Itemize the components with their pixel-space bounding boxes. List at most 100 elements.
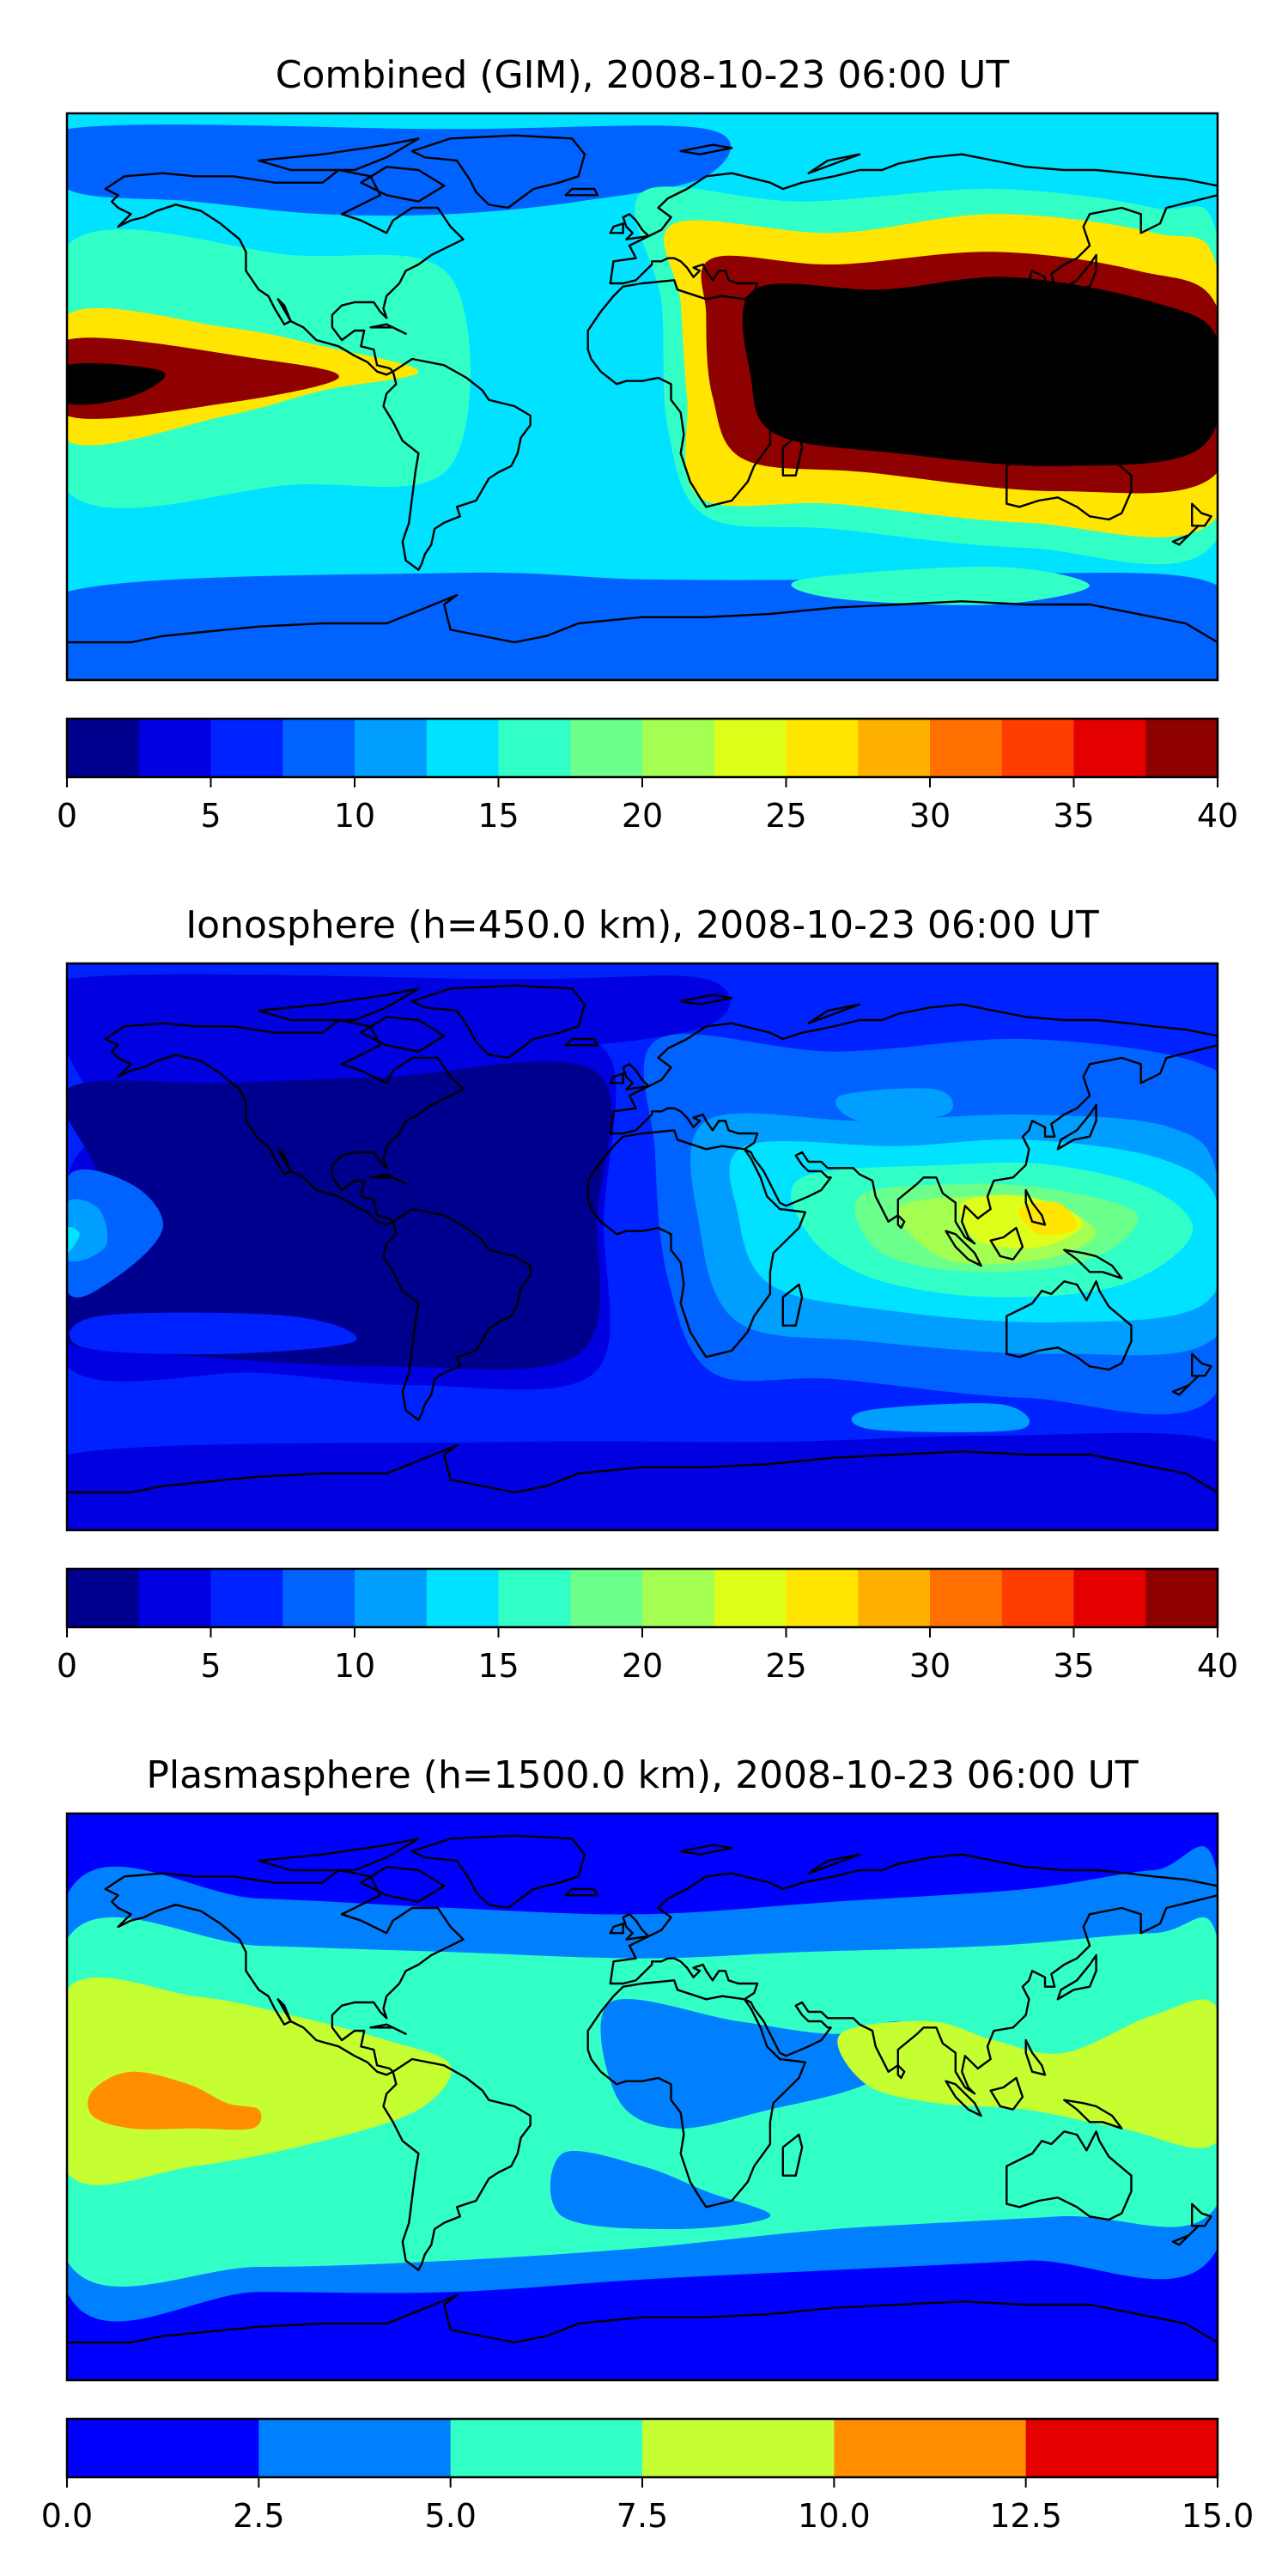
coastline-novaya-zemlya (807, 1003, 861, 1024)
colorbar-tick-label: 15 (477, 797, 519, 835)
colorbar-ionosphere: 0 5 10 15 20 25 30 35 40 (57, 1567, 1238, 1685)
coastline-novaya-zemlya (807, 153, 861, 174)
coastline-antarctica (67, 1443, 1218, 1530)
coastline-south-america (382, 2057, 532, 2271)
colorbar-tick-label: 15.0 (1182, 2497, 1255, 2535)
map-plasmasphere (65, 1812, 1219, 2382)
coastline-borneo (989, 1226, 1024, 1261)
colorbar-swatch-6 (498, 1569, 571, 1627)
coastline-sri-lanka (896, 364, 906, 380)
colorbar-swatch-13 (1001, 1569, 1074, 1627)
colorbar-tick-label: 25 (765, 1647, 806, 1685)
colorbar-combined: 0 5 10 15 20 25 30 35 40 (57, 717, 1238, 835)
colorbar-plasmasphere: 0.0 2.5 5.0 7.5 10.0 12.5 15.0 (41, 2417, 1255, 2535)
contour-band-5 (837, 1999, 1218, 2148)
colorbar-tick-label: 30 (909, 797, 951, 835)
colorbar-tick-label: 10 (334, 1647, 375, 1685)
colorbar-tick-label: 20 (622, 1647, 663, 1685)
colorbar-swatch-15 (1145, 1569, 1218, 1627)
coastline-africa (586, 1979, 806, 2208)
colorbar-tick-label: 40 (1197, 797, 1238, 835)
contour-band-4 (69, 1312, 357, 1355)
colorbar-swatch-3 (283, 719, 355, 777)
panel-title-combined: Combined (GIM), 2008-10-23 06:00 UT (276, 53, 1010, 97)
contour-band-2 (67, 974, 731, 1059)
coastline-arctic-archipelago (258, 987, 420, 1022)
coastline-philippines (1024, 338, 1047, 376)
contour-band-7 (67, 1226, 80, 1254)
colorbar-swatch-5 (1025, 2419, 1218, 2477)
colorbar-swatch-14 (1073, 719, 1146, 777)
colorbar-tick-label: 20 (622, 797, 663, 835)
colorbar-swatch-8 (642, 1569, 715, 1627)
coastline-iceland (564, 187, 599, 197)
colorbar-swatch-0 (67, 2419, 259, 2477)
colorbar-tick-label: 10 (334, 797, 375, 835)
colorbar-tick-label: 0.0 (41, 2497, 93, 2535)
coastline-eurasia (609, 1853, 1218, 2095)
coastline-japan (1056, 1953, 1097, 2001)
coastline-north-america (104, 168, 465, 376)
contour-band-13 (791, 566, 1091, 605)
contour-band-12 (953, 346, 1116, 402)
coastline-africa (586, 279, 806, 508)
coastline-ireland (609, 1923, 624, 1935)
coastline-iceland (564, 1037, 599, 1047)
colorbar-tick-label: 5 (200, 797, 221, 835)
coastline-new-zealand (1191, 2202, 1212, 2227)
coastlines (67, 984, 1218, 1530)
colorbar-tick-label: 35 (1053, 1647, 1094, 1685)
map-combined (65, 112, 1219, 682)
colorbar-swatch-15 (1145, 719, 1218, 777)
coastline-north-america (104, 1868, 465, 2076)
coastline-cuba (369, 323, 407, 335)
colorbar-swatch-10 (786, 719, 859, 777)
colorbar-swatch-11 (858, 719, 931, 777)
coastline-svalbard (679, 143, 733, 155)
map-ionosphere (65, 962, 1219, 1532)
colorbar-swatch-11 (858, 1569, 931, 1627)
colorbar-swatch-10 (786, 1569, 859, 1627)
contour-band-3 (550, 2151, 771, 2229)
coastline-cuba (369, 1173, 407, 1185)
colorbar-swatch-2 (210, 719, 283, 777)
colorbar-tick-label: 10.0 (798, 2497, 871, 2535)
map-frame (65, 112, 1219, 682)
colorbar-swatch-7 (570, 719, 643, 777)
coastline-philippines (1024, 2038, 1047, 2076)
coastline-antarctica (67, 593, 1218, 680)
coastline-new-zealand-south (1171, 525, 1200, 546)
coastline-sumatra (945, 2080, 982, 2117)
colorbar-swatch-2 (210, 1569, 283, 1627)
coastline-greenland (410, 134, 586, 210)
colorbar-tick-label: 0 (57, 1647, 77, 1685)
contour-band-0 (67, 125, 731, 216)
coastline-sri-lanka (896, 1214, 906, 1230)
colorbar-tick-label: 25 (765, 797, 806, 835)
coastline-madagascar (781, 433, 804, 477)
panel-combined: Combined (GIM), 2008-10-23 06:00 UT 0 5 10… (57, 53, 1238, 835)
contour-band-5 (67, 1169, 163, 1297)
coastline-borneo (989, 376, 1024, 410)
colorbar-swatch-3 (642, 2419, 835, 2477)
colorbar-swatch-9 (714, 719, 787, 777)
coastline-africa (586, 1129, 806, 1358)
colorbar-swatch-4 (834, 2419, 1027, 2477)
coastline-japan (1056, 1103, 1097, 1151)
coastline-ireland (609, 222, 624, 234)
coastline-new-zealand-south (1171, 1375, 1200, 1396)
colorbar-tick-label: 30 (909, 1647, 951, 1685)
coastline-sumatra (945, 380, 982, 417)
coastline-japan (1056, 253, 1097, 301)
colorbar-swatch-1 (138, 1569, 211, 1627)
coastline-greenland (410, 984, 586, 1060)
coastline-south-america (382, 357, 532, 571)
map-frame (65, 1812, 1219, 2382)
coastline-madagascar (781, 2133, 804, 2177)
coastline-eurasia (609, 153, 1218, 395)
coastline-australia (1005, 2130, 1133, 2221)
coastline-cuba (369, 2023, 407, 2035)
colorbar-tick-label: 2.5 (233, 2497, 284, 2535)
coastline-south-america (382, 1207, 532, 1421)
coastline-new-guinea (1063, 1249, 1123, 1279)
